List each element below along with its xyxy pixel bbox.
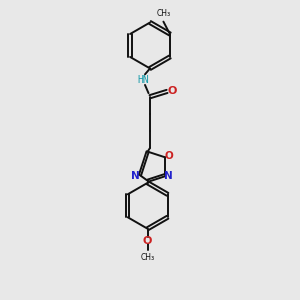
Text: CH₃: CH₃ <box>141 253 155 262</box>
Text: O: O <box>164 151 173 161</box>
Text: O: O <box>167 86 177 96</box>
Text: HN: HN <box>138 75 149 85</box>
Text: N: N <box>131 171 140 181</box>
Text: CH₃: CH₃ <box>156 9 170 18</box>
Text: O: O <box>143 236 152 245</box>
Text: N: N <box>164 171 173 181</box>
